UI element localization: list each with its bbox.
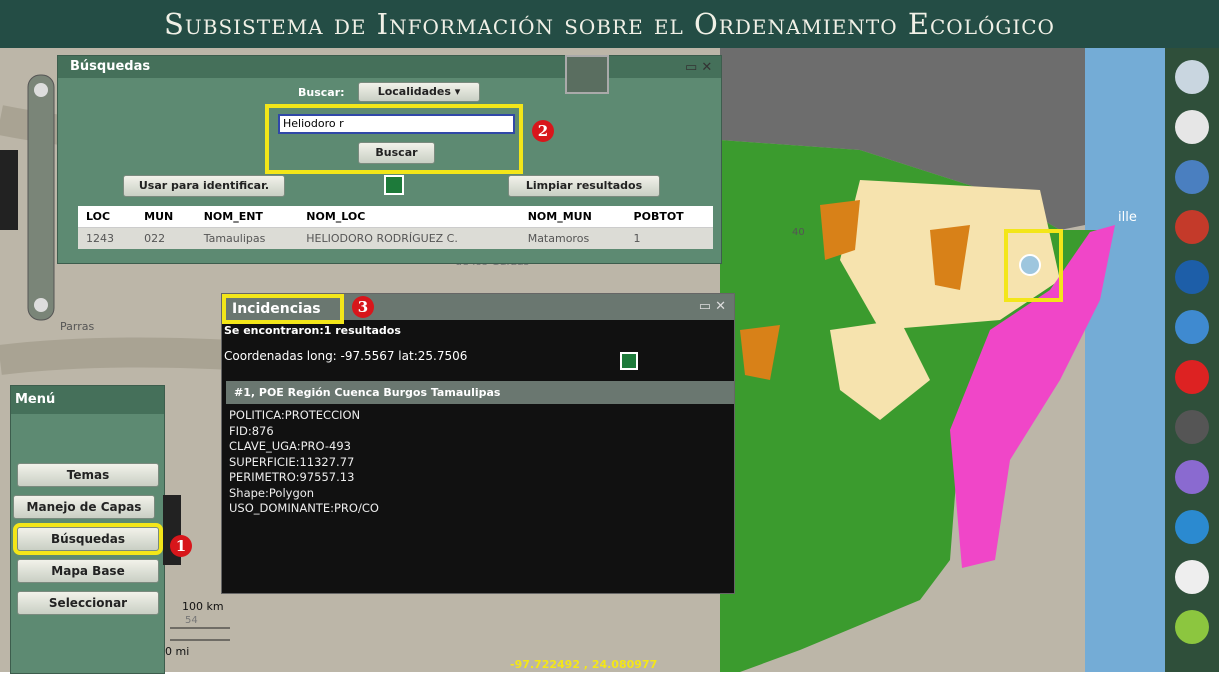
panel-title: Incidencias [222,294,344,324]
callout: 1 [170,535,192,557]
column-header: LOC [78,206,136,228]
header-title: Subsistema de Información sobre el Orden… [0,0,1219,48]
zoom-out[interactable] [34,298,48,312]
clear-button[interactable]: Limpiar resultados [508,175,660,197]
attribute: PERIMETRO:97557.13 [229,470,727,486]
map-thumb[interactable] [565,55,609,94]
search-type-dropdown[interactable]: Localidades ▾ [358,82,480,102]
tool-button[interactable] [1175,60,1209,94]
tool-button[interactable] [1175,260,1209,294]
attribute: Shape:Polygon [229,486,727,502]
attribute: POLITICA:PROTECCION [229,408,727,424]
excel-icon[interactable] [384,175,404,195]
tool-button[interactable] [1175,410,1209,444]
column-header: NOM_ENT [196,206,299,228]
scale-label: 54 [185,615,198,626]
incidents-panel: Incidencias 3 ▭ ✕ Se encontraron:1 resul… [221,293,735,594]
search-button[interactable]: Buscar [358,142,435,164]
page: Subsistema de Información sobre el Orden… [0,0,1219,672]
tool-button[interactable] [1175,610,1209,644]
panel-title: Menú [11,386,164,414]
attribute: USO_DOMINANTE:PRO/CO [229,501,727,517]
cell: 1 [626,228,713,250]
tool-button[interactable] [1175,310,1209,344]
map-label: Parras [60,320,94,333]
menu-button[interactable]: Manejo de Capas [13,495,155,519]
attribute: FID:876 [229,424,727,440]
pin [1020,255,1040,275]
cell: Matamoros [520,228,626,250]
side-tab[interactable] [0,150,18,230]
cell: HELIODORO RODRÍGUEZ C. [298,228,519,250]
tool-button[interactable] [1175,210,1209,244]
panel-header: Incidencias 3 ▭ ✕ [222,294,734,320]
dropdown-value: Localidades [378,85,451,98]
tool-button[interactable] [1175,460,1209,494]
scale-label: 0 mi [165,645,189,658]
search-panel: Búsquedas Buscar: Localidades ▾ Heliodor… [57,55,722,264]
column-header: POBTOT [626,206,713,228]
zoom-in[interactable] [34,83,48,97]
panel-title: Búsquedas [58,56,721,78]
tool-button[interactable] [1175,510,1209,544]
cell: Tamaulipas [196,228,299,250]
attribute: SUPERFICIE:11327.77 [229,455,727,471]
tool-button[interactable] [1175,110,1209,144]
menu-button[interactable]: Búsquedas [17,527,159,551]
tool-button[interactable] [1175,560,1209,594]
column-header: NOM_MUN [520,206,626,228]
callout: 2 [532,120,554,142]
tool-button[interactable] [1175,160,1209,194]
column-header: NOM_LOC [298,206,519,228]
map-label: 40 [792,227,805,238]
menu-panel: Menú Temas Manejo de Capas Búsquedas Mapa B… [10,385,165,674]
zoom-slider[interactable] [28,75,54,320]
column-header: MUN [136,206,196,228]
tool-button[interactable] [1175,360,1209,394]
scale-label: 100 km [182,600,224,613]
result-title: #1, POE Región Cuenca Burgos Tamaulipas [226,381,734,404]
cursor-coordinates: -97.722492 , 24.080977 [510,658,657,671]
identify-button[interactable]: Usar para identificar. [123,175,285,197]
map-label: ille [1118,210,1137,225]
menu-button[interactable]: Temas [17,463,159,487]
attribute: CLAVE_UGA:PRO-493 [229,439,727,455]
coordinates: Coordenadas long: -97.5567 lat:25.7506 [222,341,734,371]
excel-icon[interactable] [620,352,638,370]
label: Buscar: [298,86,345,99]
cell: 1243 [78,228,136,250]
menu-button[interactable]: Mapa Base [17,559,159,583]
window-controls[interactable]: ▭ ✕ [685,60,712,75]
menu-button[interactable]: Seleccionar [17,591,159,615]
cell: 022 [136,228,196,250]
search-input[interactable]: Heliodoro r [278,114,515,134]
callout: 3 [352,296,374,318]
window-controls[interactable]: ▭ ✕ [699,299,726,314]
